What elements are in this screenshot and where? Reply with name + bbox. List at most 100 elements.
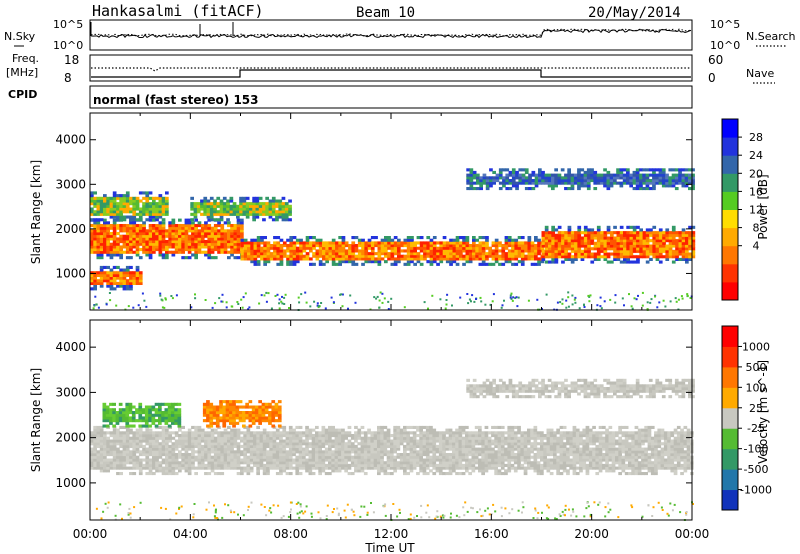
heatmap-cell (347, 425, 352, 429)
heatmap-cell (103, 194, 107, 198)
heatmap-cell (410, 236, 414, 240)
heatmap-cell (125, 281, 130, 285)
heatmap-cell (386, 453, 391, 457)
heatmap-cell (302, 249, 307, 253)
heatmap-cell (161, 461, 166, 465)
heatmap-cell (632, 260, 637, 264)
heatmap-cell (452, 252, 457, 256)
heatmap-cell (448, 458, 453, 462)
heatmap-cell (459, 249, 463, 253)
heatmap-cell (350, 458, 355, 462)
heatmap-cell (308, 453, 313, 457)
heatmap-cell (249, 455, 254, 459)
heatmap-cell (574, 239, 578, 243)
heatmap-cell (275, 453, 280, 457)
heatmap-cell (289, 244, 294, 248)
heatmap-cell (181, 442, 185, 446)
heatmap-cell (354, 453, 358, 457)
heatmap-cell (448, 444, 453, 448)
heatmap-cell (259, 461, 264, 465)
heatmap-cell (455, 466, 459, 470)
heatmap-cell (112, 439, 117, 443)
heatmap-cell (384, 241, 388, 245)
heatmap-cell (142, 191, 146, 195)
heatmap-cell (184, 461, 189, 465)
heatmap-cell (279, 436, 283, 440)
heatmap-cell (122, 444, 127, 448)
heatmap-cell (578, 307, 581, 310)
heatmap-cell (197, 224, 202, 228)
heatmap-cell (99, 210, 104, 214)
heatmap-cell (171, 232, 176, 236)
heatmap-cell (577, 181, 581, 185)
heatmap-cell (243, 458, 247, 462)
heatmap-cell (197, 458, 202, 462)
heatmap-cell (465, 461, 469, 465)
heatmap-cell (476, 179, 480, 183)
heatmap-cell (269, 252, 274, 256)
heatmap-cell (161, 425, 166, 429)
heatmap-cell (178, 226, 182, 230)
heatmap-cell (353, 514, 356, 517)
heatmap-cell (135, 226, 140, 230)
heatmap-cell (668, 239, 673, 243)
heatmap-cell (125, 271, 130, 275)
heatmap-cell (340, 293, 343, 296)
heatmap-cell (282, 252, 287, 256)
heatmap-cell (132, 245, 137, 249)
heatmap-cell (258, 207, 263, 211)
heatmap-cell (675, 244, 679, 248)
heatmap-cell (617, 516, 620, 519)
heatmap-cell (103, 265, 107, 269)
heatmap-cell (242, 202, 247, 206)
heatmap-cell (436, 262, 440, 266)
heatmap-cell (112, 229, 117, 233)
heatmap-cell (350, 508, 353, 511)
heatmap-cell (236, 436, 241, 440)
heatmap-cell (503, 299, 505, 302)
heatmap-cell (138, 256, 143, 260)
heatmap-cell (485, 246, 489, 250)
heatmap-cell (337, 431, 342, 435)
heatmap-cell (348, 260, 352, 264)
heatmap-cell (112, 444, 117, 448)
heatmap-cell (222, 202, 227, 206)
heatmap-cell (645, 168, 650, 172)
heatmap-cell (96, 453, 101, 457)
heatmap-cell (665, 252, 670, 256)
heatmap-cell (184, 234, 189, 238)
heatmap-cell (652, 179, 656, 183)
heatmap-cell (148, 434, 153, 438)
heatmap-cell (547, 176, 552, 180)
heatmap-cell (295, 450, 300, 454)
heatmap-cell (119, 194, 123, 198)
heatmap-cell (275, 431, 280, 435)
heatmap-cell (334, 461, 339, 465)
heatmap-cell (561, 239, 565, 243)
heatmap-cell (604, 515, 607, 518)
heatmap-cell (142, 202, 146, 206)
heatmap-cell (328, 463, 332, 467)
heatmap-cell (272, 461, 277, 465)
heatmap-cell (548, 244, 552, 248)
heatmap-cell (99, 207, 104, 211)
heatmap-cell (230, 234, 234, 238)
heatmap-cell (132, 271, 137, 275)
heatmap-cell (193, 207, 198, 211)
heatmap-cell (295, 434, 300, 438)
heatmap-cell (103, 218, 107, 222)
heatmap-cell (367, 244, 372, 248)
heatmap-cell (397, 254, 401, 258)
heatmap-cell (491, 241, 496, 245)
heatmap-cell (158, 436, 163, 440)
heatmap-cell (158, 224, 163, 228)
heatmap-cell (538, 170, 542, 174)
heatmap-cell (315, 436, 319, 440)
heatmap-cell (142, 463, 146, 467)
heatmap-cell (688, 244, 692, 248)
heatmap-cell (517, 246, 522, 250)
heatmap-cell (217, 240, 221, 244)
heatmap-cell (423, 246, 427, 250)
heatmap-cell (216, 218, 221, 222)
heatmap-cell (286, 244, 290, 248)
